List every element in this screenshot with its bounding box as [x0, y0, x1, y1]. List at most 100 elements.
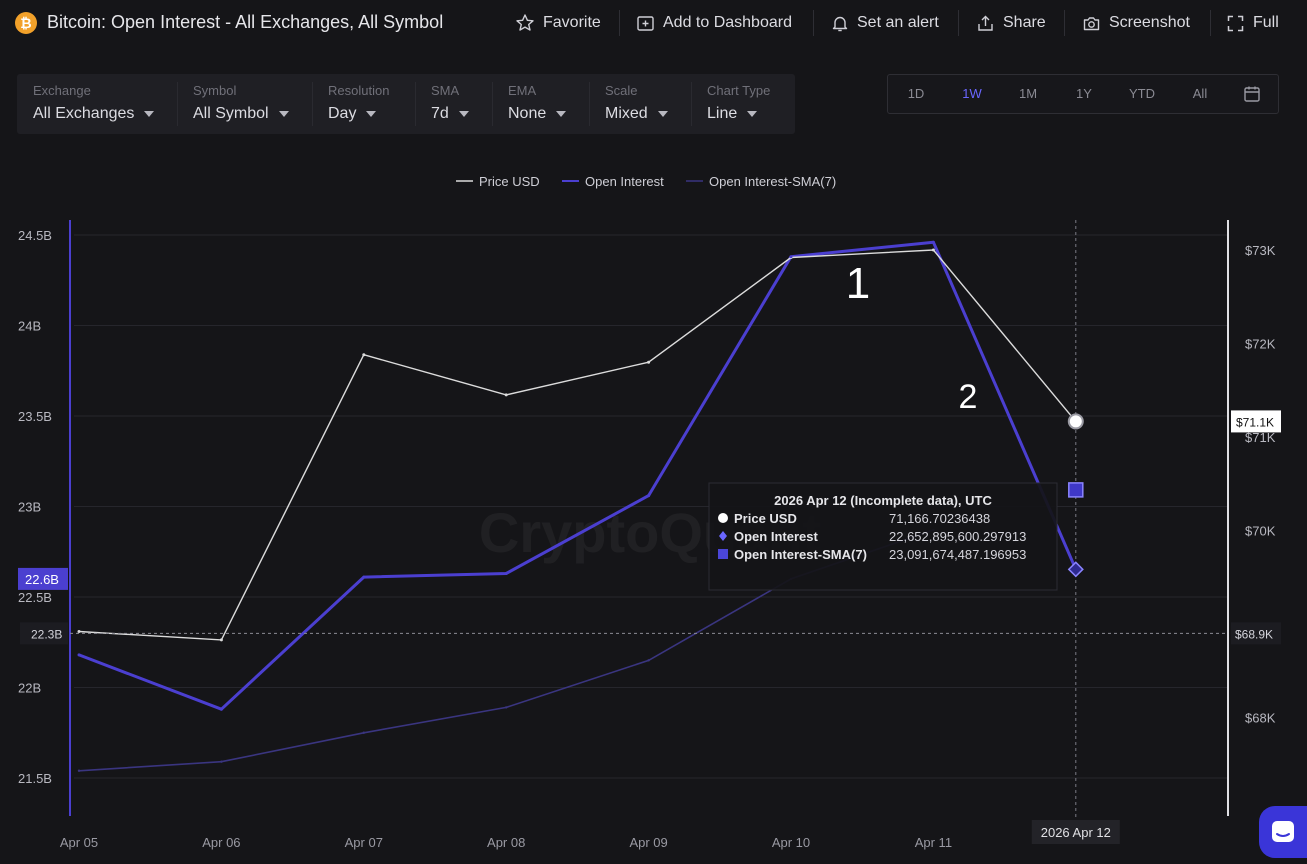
right-axis-tick-label: $70K: [1245, 524, 1276, 539]
scale-value: Mixed: [605, 105, 648, 122]
right-axis-tick-label: $73K: [1245, 243, 1276, 258]
open-interest-point: [504, 571, 508, 575]
x-axis-tick-label: Apr 05: [60, 835, 98, 850]
ema-value: None: [508, 105, 547, 122]
left-axis-tick-label: 22.5B: [18, 590, 52, 605]
chat-icon: [1272, 821, 1294, 842]
sma-point: [647, 659, 650, 662]
legend-item-open-interest[interactable]: Open Interest: [562, 174, 664, 189]
resolution-value: Day: [328, 105, 357, 122]
legend-label-open-interest: Open Interest: [585, 174, 664, 189]
tooltip-row-name: Open Interest: [734, 529, 818, 544]
open-interest-hover-marker: [1067, 561, 1084, 578]
range-ytd-button[interactable]: YTD: [1129, 86, 1155, 101]
caret-down-icon: [747, 111, 758, 117]
series-line-open-interest: [78, 240, 1078, 711]
range-all-button[interactable]: All: [1192, 86, 1208, 101]
scale-select[interactable]: Scale Mixed: [589, 74, 691, 134]
crosshair-right-badge: [1231, 622, 1281, 645]
chart-type-select[interactable]: Chart Type Line: [691, 74, 795, 134]
add-to-dashboard-button[interactable]: Add to Dashboard: [636, 0, 792, 46]
price-point: [362, 353, 366, 357]
caret-down-icon: [278, 111, 289, 117]
exchange-select[interactable]: Exchange All Exchanges: [17, 74, 177, 134]
star-icon: [516, 14, 534, 31]
caret-down-icon: [366, 111, 377, 117]
screenshot-label: Screenshot: [1109, 14, 1190, 31]
range-1d-button[interactable]: 1D: [907, 86, 925, 101]
handwritten-annotation-1: 1: [846, 259, 870, 308]
price-hover-marker: [1067, 413, 1084, 430]
left-axis-tick-label: 24B: [18, 319, 41, 334]
symbol-label: Symbol: [193, 83, 237, 98]
exchange-value: All Exchanges: [33, 105, 135, 122]
symbol-select[interactable]: Symbol All Symbol: [177, 74, 312, 134]
tooltip-box: [708, 482, 1058, 591]
tooltip-sma-icon: [718, 549, 728, 559]
caret-down-icon: [144, 111, 155, 117]
camera-icon: [1083, 16, 1100, 30]
tooltip-row-name: Price USD: [734, 511, 797, 526]
legend-item-sma[interactable]: Open Interest-SMA(7): [686, 174, 836, 189]
favorite-button[interactable]: Favorite: [515, 0, 601, 46]
tooltip-row-value: 23,091,674,487.196953: [889, 547, 1026, 562]
resolution-select[interactable]: Resolution Day: [312, 74, 415, 134]
price-point: [77, 629, 81, 633]
bell-icon: [832, 16, 848, 31]
sma-point: [362, 731, 365, 734]
chart-type-value: Line: [707, 105, 738, 122]
sma-point: [77, 769, 81, 772]
left-axis-tick-label: 23B: [18, 500, 41, 515]
legend-label-sma: Open Interest-SMA(7): [709, 174, 836, 189]
range-1m-button[interactable]: 1M: [1018, 86, 1038, 101]
share-button[interactable]: Share: [976, 0, 1046, 46]
tooltip-price-icon: [718, 513, 728, 523]
price-point: [219, 638, 223, 642]
ema-select[interactable]: EMA None: [492, 74, 589, 134]
add-to-dashboard-label: Add to Dashboard: [663, 14, 792, 31]
time-range-selector: 1D 1W 1M 1Y YTD All: [887, 74, 1279, 114]
price-value-badge: [1231, 410, 1281, 433]
left-value-badge: [18, 567, 68, 590]
screenshot-button[interactable]: Screenshot: [1082, 0, 1190, 46]
date-range-picker-button[interactable]: [1228, 75, 1276, 113]
tooltip-open-interest-icon: [719, 531, 727, 541]
range-1w-button[interactable]: 1W: [962, 86, 982, 101]
tooltip-row-name: Open Interest-SMA(7): [734, 547, 867, 562]
sma-select[interactable]: SMA 7d: [415, 74, 492, 134]
bitcoin-logo-icon: ₿: [15, 12, 37, 34]
symbol-value: All Symbol: [193, 105, 269, 122]
fullscreen-icon: [1227, 15, 1244, 31]
open-interest-point: [931, 240, 935, 244]
exchange-label: Exchange: [33, 83, 91, 98]
legend-label-price: Price USD: [479, 174, 540, 189]
share-icon: [978, 15, 993, 31]
chat-support-button[interactable]: [1259, 806, 1307, 858]
sma-point: [220, 760, 223, 763]
left-axis-tick-label: 21.5B: [18, 771, 52, 786]
sma-label: SMA: [431, 83, 460, 98]
price-point: [931, 248, 935, 252]
set-alert-button[interactable]: Set an alert: [831, 0, 939, 46]
x-highlight-badge: [1031, 820, 1120, 844]
open-interest-point: [789, 255, 793, 259]
range-1y-button[interactable]: 1Y: [1076, 86, 1092, 101]
x-axis-tick-label: Apr 11: [915, 835, 952, 850]
left-axis-tick-label: 24.5B: [18, 228, 52, 243]
left-axis-tick-label: 23.5B: [18, 409, 52, 424]
x-axis-tick-label: Apr 08: [487, 835, 525, 850]
resolution-label: Resolution: [328, 83, 390, 98]
right-axis-tick-label: $68K: [1245, 711, 1276, 726]
scale-label: Scale: [605, 83, 638, 98]
price-point: [647, 360, 651, 364]
ema-label: EMA: [508, 83, 537, 98]
right-axis-tick-label: $72K: [1245, 337, 1276, 352]
chart-header: ₿ Bitcoin: Open Interest - All Exchanges…: [0, 0, 1307, 46]
fullscreen-label: Full: [1253, 14, 1279, 31]
fullscreen-button[interactable]: Full: [1226, 0, 1279, 46]
sma-value: 7d: [431, 105, 449, 122]
open-interest-point: [647, 494, 651, 498]
legend-item-price[interactable]: Price USD: [456, 174, 540, 189]
x-axis-tick-label: Apr 06: [202, 835, 240, 850]
